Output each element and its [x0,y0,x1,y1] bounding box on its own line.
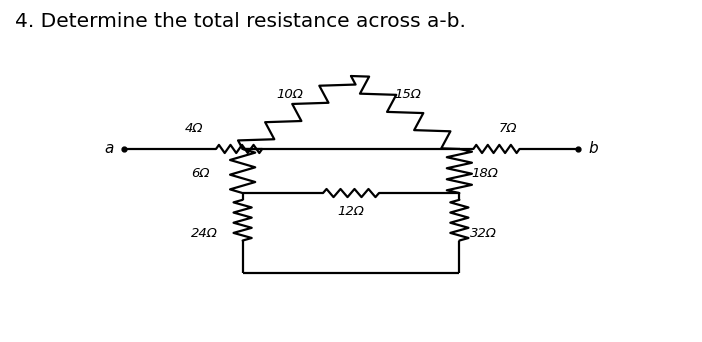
Text: 4. Determine the total resistance across a-b.: 4. Determine the total resistance across… [15,12,466,30]
Text: 12Ω: 12Ω [338,205,364,218]
Text: a: a [104,142,113,156]
Text: 18Ω: 18Ω [471,167,498,180]
Text: 6Ω: 6Ω [192,167,210,180]
Text: 10Ω: 10Ω [276,89,303,102]
Text: 24Ω: 24Ω [191,227,218,240]
Text: 7Ω: 7Ω [498,122,517,135]
Text: 15Ω: 15Ω [395,89,421,102]
Text: b: b [589,142,598,156]
Text: 32Ω: 32Ω [470,227,497,240]
Text: 4Ω: 4Ω [185,122,204,135]
